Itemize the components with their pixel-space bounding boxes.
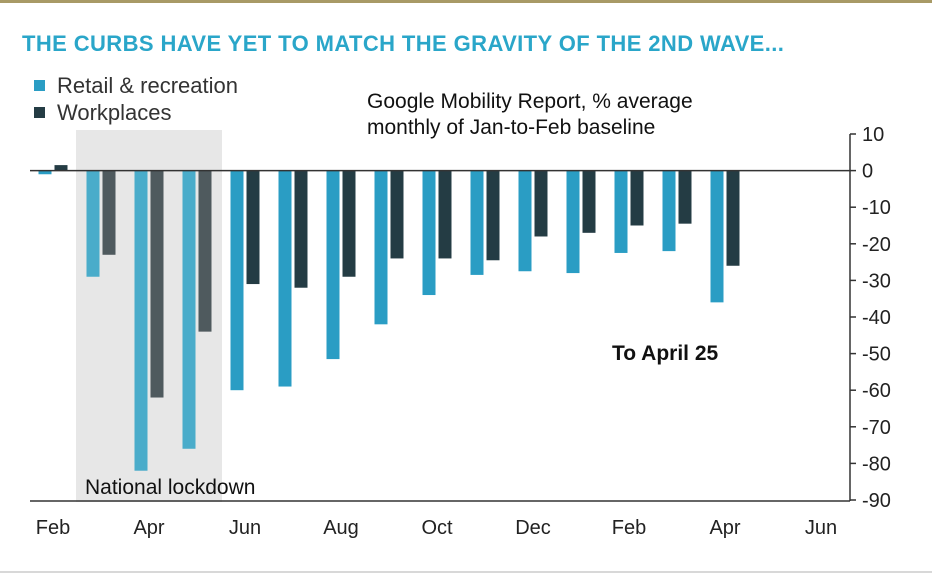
bar-workplaces-14 bbox=[726, 170, 740, 266]
bar-workplaces-3 bbox=[198, 170, 212, 332]
y-tick-label-7: -60 bbox=[862, 380, 891, 402]
bar-retail-8 bbox=[422, 170, 436, 296]
bar-workplaces-6 bbox=[342, 170, 356, 277]
lockdown-label: National lockdown bbox=[85, 476, 256, 499]
bar-retail-9 bbox=[470, 170, 484, 275]
bar-workplaces-4 bbox=[246, 170, 260, 285]
y-tick-label-8: -70 bbox=[862, 417, 891, 439]
legend-label-retail: Retail & recreation bbox=[57, 72, 238, 98]
bar-retail-13 bbox=[662, 170, 676, 252]
y-tick-label-9: -80 bbox=[862, 453, 891, 475]
bar-workplaces-9 bbox=[486, 170, 500, 261]
x-tick-label-7: Apr bbox=[709, 517, 740, 539]
bar-workplaces-8 bbox=[438, 170, 452, 259]
bar-retail-3 bbox=[182, 170, 196, 449]
y-tick-label-4: -30 bbox=[862, 270, 891, 292]
legend-swatch-workplaces bbox=[34, 107, 45, 118]
chart-subtitle: Google Mobility Report, % average monthl… bbox=[367, 89, 693, 141]
x-tick-label-8: Jun bbox=[805, 517, 837, 539]
bar-retail-11 bbox=[566, 170, 580, 274]
legend-label-workplaces: Workplaces bbox=[57, 99, 172, 125]
x-tick-label-6: Feb bbox=[612, 517, 646, 539]
legend-swatch-retail bbox=[34, 80, 45, 91]
bar-workplaces-13 bbox=[678, 170, 692, 224]
bar-retail-5 bbox=[278, 170, 292, 387]
x-tick-label-1: Apr bbox=[133, 517, 164, 539]
lockdown-shade bbox=[76, 130, 222, 502]
legend-item-retail: Retail & recreation bbox=[34, 72, 238, 99]
bar-workplaces-10 bbox=[534, 170, 548, 237]
subtitle-line-2: monthly of Jan-to-Feb baseline bbox=[367, 116, 656, 139]
bar-retail-7 bbox=[374, 170, 388, 325]
legend-item-workplaces: Workplaces bbox=[34, 99, 238, 126]
bar-retail-6 bbox=[326, 170, 340, 360]
bar-retail-14 bbox=[710, 170, 724, 303]
annotation-to-april: To April 25 bbox=[612, 342, 719, 365]
bar-retail-1 bbox=[86, 170, 100, 277]
x-tick-label-4: Oct bbox=[421, 517, 453, 539]
bar-workplaces-0 bbox=[54, 165, 68, 171]
y-tick-label-1: 0 bbox=[862, 161, 873, 183]
bar-workplaces-11 bbox=[582, 170, 596, 233]
bar-workplaces-2 bbox=[150, 170, 164, 398]
y-tick-label-6: -50 bbox=[862, 344, 891, 366]
x-tick-label-0: Feb bbox=[36, 517, 70, 539]
y-tick-label-0: 10 bbox=[862, 124, 884, 146]
bar-retail-2 bbox=[134, 170, 148, 471]
x-tick-label-5: Dec bbox=[515, 517, 551, 539]
bar-workplaces-12 bbox=[630, 170, 644, 226]
bar-retail-4 bbox=[230, 170, 244, 391]
y-tick-label-10: -90 bbox=[862, 490, 891, 512]
y-tick-label-3: -20 bbox=[862, 234, 891, 256]
bar-workplaces-5 bbox=[294, 170, 308, 288]
legend: Retail & recreation Workplaces bbox=[34, 72, 238, 126]
bar-workplaces-1 bbox=[102, 170, 116, 255]
x-tick-label-2: Jun bbox=[229, 517, 261, 539]
bar-retail-12 bbox=[614, 170, 628, 253]
bar-retail-0 bbox=[38, 170, 52, 175]
bar-workplaces-7 bbox=[390, 170, 404, 259]
y-tick-label-2: -10 bbox=[862, 197, 891, 219]
bar-retail-10 bbox=[518, 170, 532, 272]
x-tick-label-3: Aug bbox=[323, 517, 359, 539]
subtitle-line-1: Google Mobility Report, % average bbox=[367, 90, 693, 113]
bottom-rule bbox=[0, 571, 932, 573]
y-tick-label-5: -40 bbox=[862, 307, 891, 329]
chart-title: THE CURBS HAVE YET TO MATCH THE GRAVITY … bbox=[22, 31, 785, 56]
top-rule bbox=[0, 0, 932, 3]
